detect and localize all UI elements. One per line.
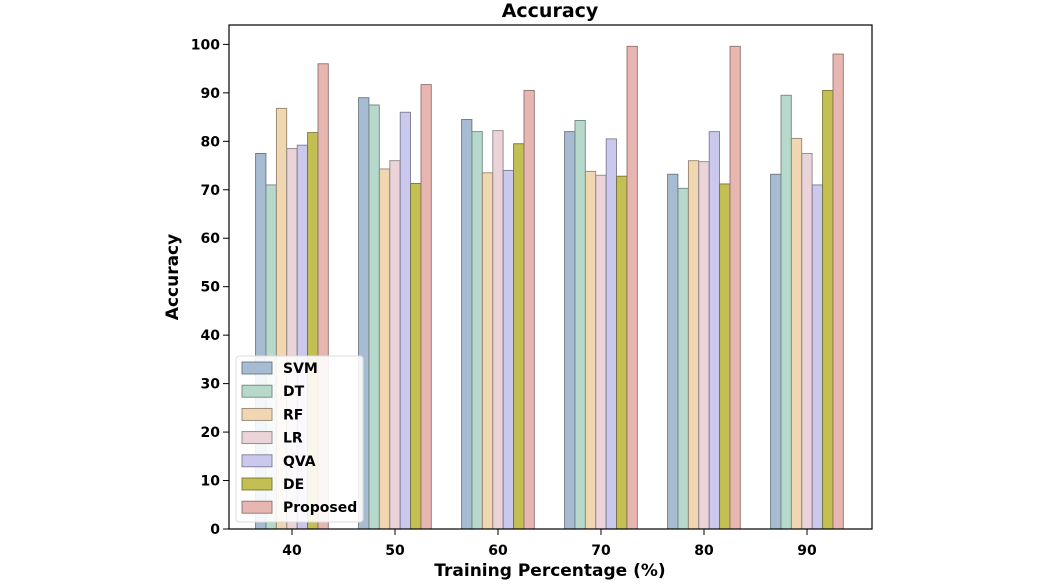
legend-swatch-svm (241, 361, 273, 375)
y-axis: 0 10 20 30 40 50 60 70 80 90 100 (191, 37, 229, 538)
x-tick-label: 50 (385, 543, 405, 559)
bar-de-80 (719, 183, 731, 530)
y-tick-label: 80 (201, 134, 221, 150)
bar-de-90 (822, 89, 834, 530)
x-tick-label: 40 (282, 543, 302, 559)
x-tick-label: 80 (694, 543, 714, 559)
y-tick-label: 0 (210, 522, 220, 538)
y-tick-label: 100 (191, 37, 220, 53)
legend-label-de: DE (283, 477, 304, 493)
legend-label-svm: SVM (283, 361, 318, 377)
legend: SVM DT RF LR QVA DE Proposed (235, 355, 364, 523)
bar-qva-80 (708, 131, 720, 530)
bar-qva-60 (502, 169, 514, 530)
bar-qva-50 (399, 111, 411, 530)
legend-label-qva: QVA (283, 454, 316, 470)
y-tick-label: 50 (201, 280, 221, 296)
bars-layer (255, 45, 844, 530)
bar-proposed-70 (626, 45, 638, 530)
bar-de-50 (410, 183, 422, 530)
legend-swatch-dt (241, 384, 273, 398)
bar-proposed-90 (832, 53, 844, 530)
bar-de-70 (616, 175, 628, 530)
bar-rf-80 (687, 160, 700, 530)
x-tick-label: 90 (797, 543, 817, 559)
y-axis-title: Accuracy (163, 234, 183, 320)
bar-dt-50 (368, 104, 380, 530)
bar-svm-60 (461, 119, 473, 530)
y-tick-label: 10 (201, 474, 221, 490)
y-tick-label: 70 (201, 183, 221, 199)
bar-dt-70 (574, 120, 586, 530)
legend-label-proposed: Proposed (283, 500, 357, 516)
legend-label-lr: LR (283, 431, 303, 447)
bar-lr-70 (595, 174, 607, 530)
bar-proposed-60 (523, 89, 535, 530)
x-axis: 40 50 60 70 80 90 (282, 529, 817, 559)
bar-rf-70 (584, 170, 597, 530)
bar-rf-60 (481, 172, 494, 530)
legend-label-rf: RF (283, 407, 303, 423)
bar-dt-90 (780, 94, 792, 530)
legend-swatch-rf (241, 407, 273, 421)
bar-svm-80 (667, 173, 679, 530)
legend-swatch-de (241, 477, 273, 491)
bar-rf-90 (790, 137, 803, 530)
bar-qva-90 (811, 184, 823, 530)
bar-dt-80 (677, 187, 689, 530)
bar-lr-90 (801, 152, 813, 530)
bar-lr-80 (698, 161, 710, 530)
legend-swatch-proposed (241, 500, 273, 514)
x-tick-label: 60 (488, 543, 508, 559)
bar-proposed-80 (729, 45, 741, 530)
x-tick-label: 70 (591, 543, 611, 559)
x-axis-title: Training Percentage (%) (434, 561, 665, 581)
bar-svm-90 (770, 173, 782, 530)
y-tick-label: 20 (201, 425, 221, 441)
bar-svm-70 (564, 131, 576, 530)
bar-rf-50 (378, 168, 391, 530)
plot-frame (228, 24, 873, 530)
legend-swatch-lr (241, 431, 273, 445)
bar-qva-70 (605, 138, 617, 530)
bar-dt-60 (471, 131, 483, 530)
y-tick-label: 30 (201, 377, 221, 393)
y-tick-label: 60 (201, 231, 221, 247)
legend-swatch-qva (241, 454, 273, 468)
bar-de-60 (513, 143, 525, 530)
bar-lr-60 (492, 130, 504, 530)
bar-lr-50 (389, 160, 401, 530)
y-tick-label: 40 (201, 328, 221, 344)
bar-proposed-50 (420, 84, 432, 530)
legend-label-dt: DT (283, 384, 305, 400)
chart-title: Accuracy (502, 0, 599, 22)
y-tick-label: 90 (201, 86, 221, 102)
